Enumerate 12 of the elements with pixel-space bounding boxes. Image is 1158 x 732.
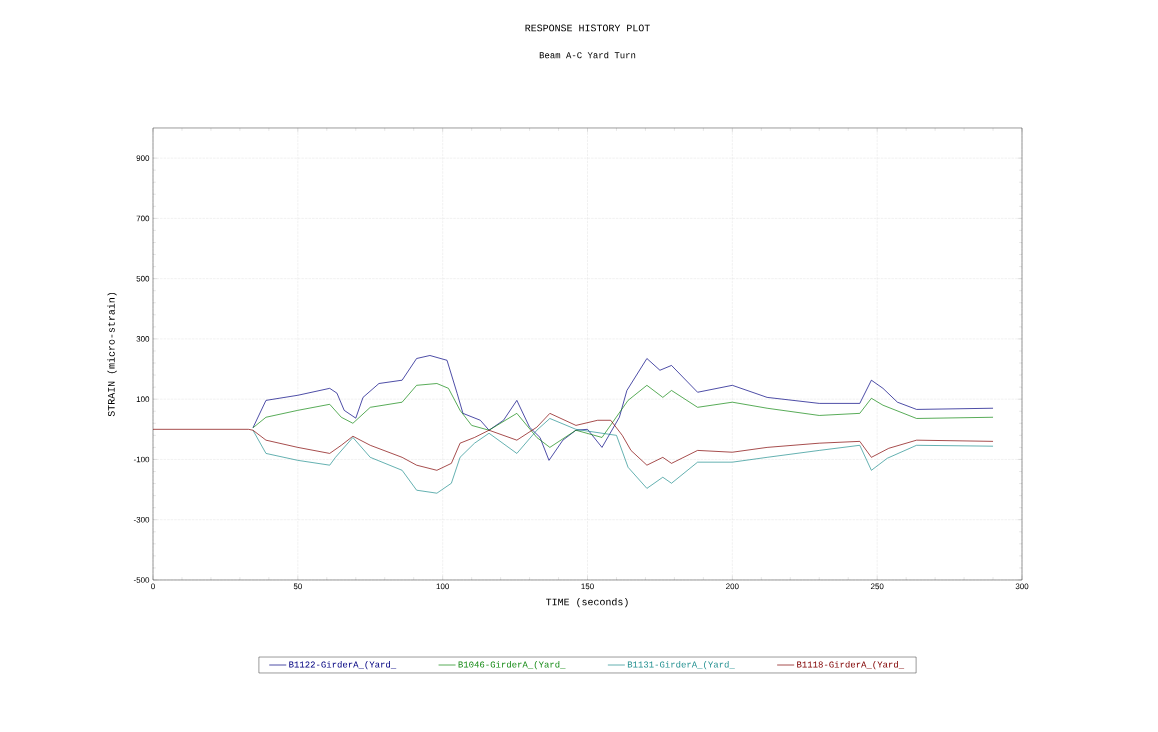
x-axis-title: TIME (seconds) xyxy=(546,597,628,608)
legend-label: B1131-GirderA_(Yard_ xyxy=(627,661,735,670)
line-series xyxy=(153,413,994,471)
legend-label: B1122-GirderA_(Yard_ xyxy=(289,661,397,670)
line-series xyxy=(252,383,994,448)
y-axis-title: STRAIN (micro-strain) xyxy=(107,292,117,417)
chart-subtitle: Beam A-C Yard Turn xyxy=(539,51,636,59)
line-series xyxy=(252,355,994,461)
line-series xyxy=(252,418,994,494)
legend-label: B1118-GirderA_(Yard_ xyxy=(797,661,905,670)
chart-title: RESPONSE HISTORY PLOT xyxy=(525,24,650,32)
legend-label: B1046-GirderA_(Yard_ xyxy=(458,661,566,670)
